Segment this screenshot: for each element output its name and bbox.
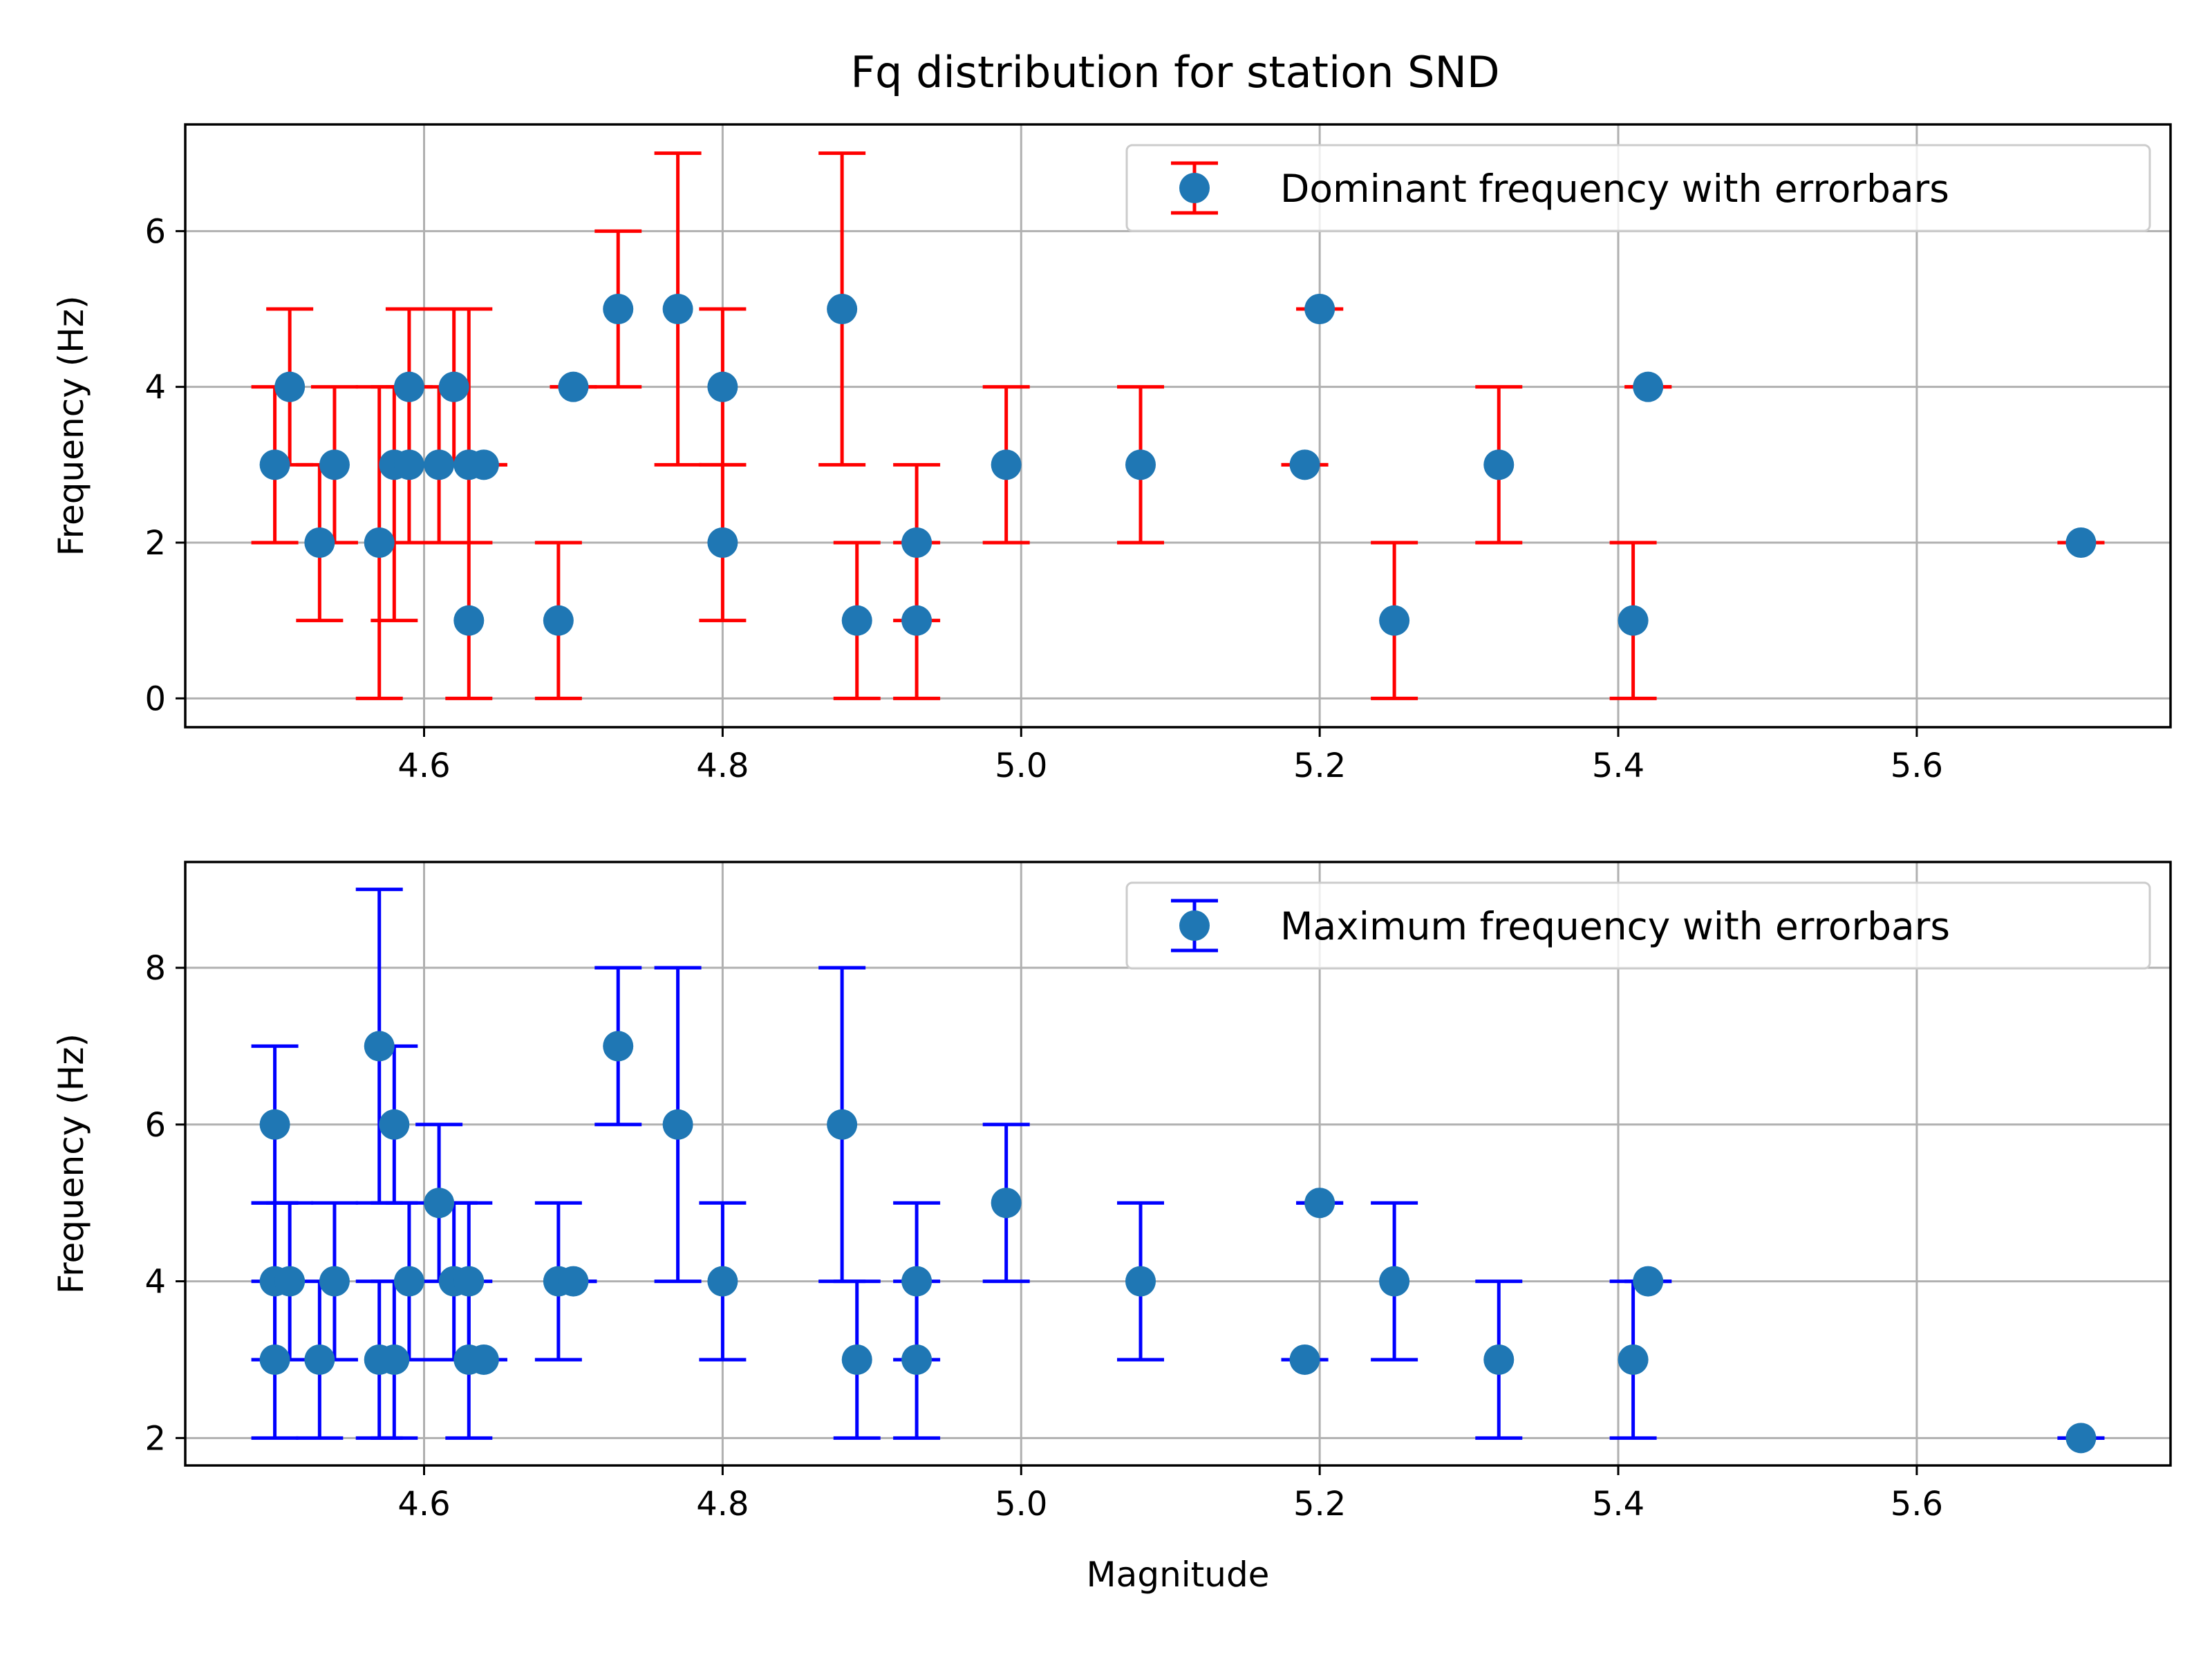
- data-point: [379, 1109, 410, 1140]
- data-point: [901, 1266, 932, 1297]
- data-point: [1618, 605, 1649, 636]
- data-point: [991, 1188, 1022, 1219]
- data-point: [841, 605, 872, 636]
- data-point: [558, 371, 589, 402]
- data-point: [424, 1188, 455, 1219]
- data-point: [707, 371, 738, 402]
- data-point: [438, 371, 469, 402]
- data-point: [1304, 1188, 1335, 1219]
- data-point: [707, 527, 738, 558]
- data-point: [393, 1266, 424, 1297]
- chart-title: Fq distribution for station SND: [850, 47, 1499, 97]
- data-point: [841, 1344, 872, 1375]
- data-point: [364, 1031, 395, 1062]
- x-tick-label: 5.4: [1592, 1485, 1644, 1524]
- x-tick-label: 5.2: [1293, 1485, 1346, 1524]
- legend-label: Dominant frequency with errorbars: [1280, 167, 1949, 211]
- data-point: [393, 371, 424, 402]
- data-point: [901, 1344, 932, 1375]
- y-tick-label: 2: [144, 1419, 166, 1458]
- data-point: [1483, 449, 1515, 480]
- data-point: [1304, 294, 1335, 325]
- legend-box: [1125, 144, 2151, 232]
- x-tick-label: 5.0: [995, 747, 1047, 785]
- x-tick-label: 4.8: [696, 1485, 749, 1524]
- data-point: [259, 449, 290, 480]
- data-point: [2065, 527, 2097, 558]
- dominant-frequency-panel: 4.6 4.8 5.0 5.2 5.4 5.6 0 2 4 6 Frequency (Hz) Domi…: [51, 123, 2172, 785]
- legend-label: Maximum frequency with errorbars: [1280, 904, 1950, 948]
- legend-marker: [1179, 173, 1210, 203]
- data-point: [901, 527, 932, 558]
- data-point: [2065, 1423, 2097, 1454]
- data-point: [274, 1266, 306, 1297]
- data-point: [827, 294, 858, 325]
- y-tick-label: 6: [144, 1106, 166, 1145]
- y-tick-label: 4: [144, 368, 166, 407]
- data-point: [827, 1109, 858, 1140]
- data-point: [1379, 1266, 1410, 1297]
- data-point: [603, 294, 634, 325]
- data-point: [364, 527, 395, 558]
- data-point: [603, 1031, 634, 1062]
- y-tick-label: 4: [144, 1263, 166, 1302]
- data-point: [1289, 1344, 1320, 1375]
- y-axis-label: Frequency (Hz): [51, 1033, 91, 1294]
- x-tick-label: 4.8: [696, 747, 749, 785]
- data-point: [304, 527, 335, 558]
- data-point: [543, 605, 574, 636]
- legend-box: [1125, 881, 2151, 970]
- data-point: [453, 1266, 485, 1297]
- x-tick-label: 5.2: [1293, 747, 1346, 785]
- data-point: [1379, 605, 1410, 636]
- y-tick-label: 2: [144, 524, 166, 563]
- data-point: [1633, 1266, 1664, 1297]
- data-point: [319, 449, 350, 480]
- x-tick-label: 4.6: [397, 1485, 450, 1524]
- data-point: [379, 1344, 410, 1375]
- data-point: [1289, 449, 1320, 480]
- data-point: [1483, 1344, 1515, 1375]
- legend: Dominant frequency with errorbars: [1125, 144, 2151, 232]
- plot-frame: [184, 123, 2172, 729]
- data-point: [901, 605, 932, 636]
- data-point: [991, 449, 1022, 480]
- data-point: [1618, 1344, 1649, 1375]
- data-point: [662, 1109, 693, 1140]
- data-point: [1633, 371, 1664, 402]
- data-point: [662, 294, 693, 325]
- y-axis-label: Frequency (Hz): [51, 295, 91, 556]
- data-point: [468, 1344, 499, 1375]
- x-tick-label: 4.6: [397, 747, 450, 785]
- x-tick-label: 5.0: [995, 1485, 1047, 1524]
- data-point: [468, 449, 499, 480]
- data-point: [1125, 449, 1156, 480]
- x-tick-label: 5.4: [1592, 747, 1644, 785]
- data-point: [274, 371, 306, 402]
- data-point: [558, 1266, 589, 1297]
- x-tick-label: 5.6: [1891, 747, 1943, 785]
- data-point: [319, 1266, 350, 1297]
- data-point: [304, 1344, 335, 1375]
- plot-frame: [184, 861, 2172, 1467]
- data-point: [707, 1266, 738, 1297]
- data-point: [259, 1344, 290, 1375]
- data-point: [424, 449, 455, 480]
- y-tick-label: 0: [144, 679, 166, 718]
- data-point: [1125, 1266, 1156, 1297]
- legend-marker: [1179, 910, 1210, 941]
- legend: Maximum frequency with errorbars: [1125, 881, 2151, 970]
- data-point: [453, 605, 485, 636]
- maximum-frequency-panel: 4.6 4.8 5.0 5.2 5.4 5.6 2 4 6 8 Frequency (Hz) Magn…: [51, 861, 2172, 1595]
- data-point: [393, 449, 424, 480]
- x-axis-label: Magnitude: [1087, 1555, 1270, 1595]
- y-tick-label: 8: [144, 949, 166, 988]
- data-point: [259, 1109, 290, 1140]
- y-tick-label: 6: [144, 212, 166, 251]
- x-tick-label: 5.6: [1891, 1485, 1943, 1524]
